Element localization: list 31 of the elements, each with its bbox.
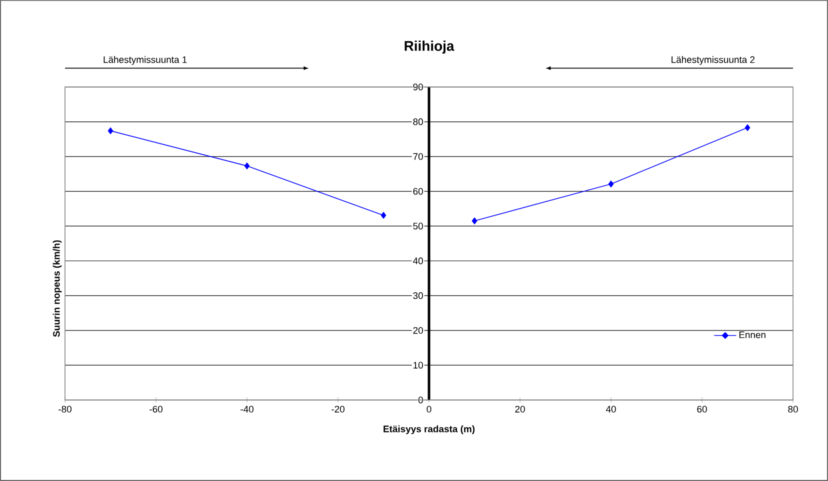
- x-tick-label: 80: [788, 406, 798, 413]
- text: Lähestymissuunta 1: [104, 56, 187, 65]
- point: [608, 180, 614, 188]
- y-tick-label: 20: [413, 327, 423, 334]
- x-tick-label: 0: [426, 406, 432, 413]
- y-tick-label: 90: [413, 84, 423, 90]
- point: [244, 162, 250, 170]
- point: [108, 127, 114, 134]
- y-tick-label: 0: [418, 396, 423, 404]
- x-tick-label: 60: [697, 406, 707, 413]
- y-tick-label: 80: [413, 118, 423, 126]
- x-tick-label: -80: [58, 406, 72, 413]
- x-tick-label: 40: [606, 406, 616, 413]
- x-tick-label: -40: [240, 406, 254, 413]
- y-axis-title: Suurin nopeus (km/h): [52, 240, 62, 337]
- text: Lähestymissuunta 2: [672, 56, 755, 65]
- y-tick-label: 30: [413, 292, 423, 300]
- y-tick-label: 60: [413, 188, 423, 195]
- x-tick-label: -20: [332, 406, 344, 413]
- y-tick-label: 10: [414, 362, 423, 369]
- x-tick-label: -60: [150, 406, 162, 413]
- x-axis-title: Etäisyys radasta (m): [384, 425, 475, 434]
- y-tick-label: 40: [413, 258, 423, 264]
- point: [472, 217, 478, 224]
- point: [744, 124, 750, 132]
- y-tick-label: 50: [413, 222, 423, 230]
- chart-title: Riihioja: [404, 40, 454, 54]
- point: [380, 212, 386, 219]
- y-tick-label: 70: [413, 153, 423, 160]
- legend-label: Ennen: [739, 332, 766, 338]
- x-tick-label: 20: [515, 406, 525, 413]
